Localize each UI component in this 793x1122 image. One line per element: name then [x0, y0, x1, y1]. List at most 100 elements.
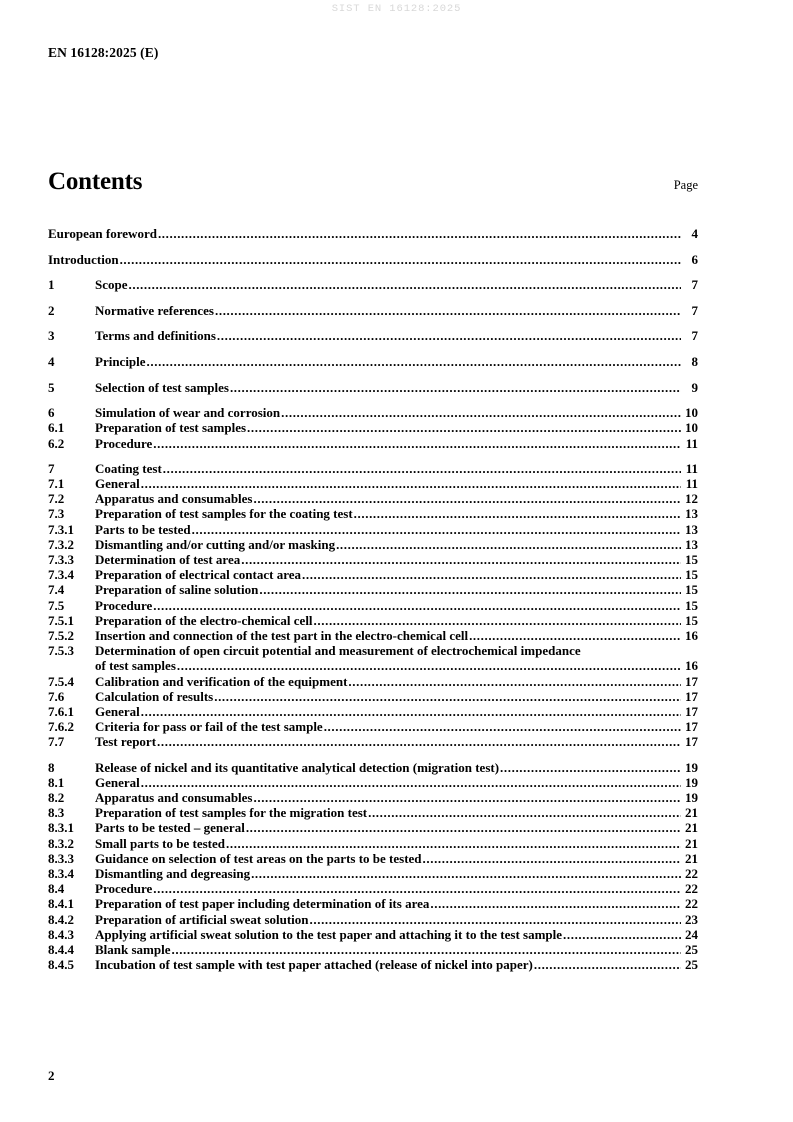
toc-entry[interactable]: 8.1 General..............................…	[48, 775, 698, 790]
toc-entry[interactable]: 8.4.5 Incubation of test sample with test…	[48, 957, 698, 972]
toc-entry-page: 17	[685, 734, 698, 750]
toc-entry[interactable]: 5 Selection of test samples .............…	[48, 380, 698, 395]
toc-entry[interactable]: 8.3.1 Parts to be tested – general ......…	[48, 820, 698, 835]
toc-dot-leader: ........................................…	[153, 881, 681, 897]
toc-entry[interactable]: European foreword.......................…	[48, 226, 698, 241]
toc-entry[interactable]: 8.4.4 Blank sample ......................…	[48, 942, 698, 957]
toc-entry-body: Procedure...............................…	[95, 881, 698, 896]
toc-entry-body: Release of nickel and its quantitative a…	[95, 760, 698, 775]
toc-entry-number: 8.4.3	[48, 926, 74, 942]
toc-entry-label: Principle	[95, 353, 146, 369]
toc-entry[interactable]: 7.7 Test report..........................…	[48, 734, 698, 749]
toc-entry-page: 22	[685, 866, 698, 882]
toc-entry-label: Incubation of test sample with test pape…	[95, 957, 533, 973]
toc-entry-number: 5	[48, 379, 55, 395]
toc-entry[interactable]: 7.5.2 Insertion and connection of the tes…	[48, 628, 698, 643]
toc-entry-label-text: of test samples	[95, 658, 176, 674]
toc-entry[interactable]: 7.5 Procedure............................…	[48, 598, 698, 613]
toc-entry-body: Dismantling and degreasing .............…	[95, 866, 698, 881]
toc-entry[interactable]: 7.6.2 Criteria for pass or fail of the te…	[48, 719, 698, 734]
toc-dot-leader: ........................................…	[348, 673, 681, 689]
toc-entry[interactable]: 8.4.2 Preparation of artificial sweat sol…	[48, 912, 698, 927]
toc-entry[interactable]: 8.2 Apparatus and consumables ...........…	[48, 790, 698, 805]
toc-dot-leader: ........................................…	[302, 567, 681, 583]
toc-entry[interactable]: 8.3.4 Dismantling and degreasing ........…	[48, 866, 698, 881]
toc-entry[interactable]: 7.3.3 Determination of test area.........…	[48, 552, 698, 567]
toc-entry-number: 8.4.1	[48, 896, 74, 912]
toc-entry[interactable]: 8.3 Preparation of test samples for the m…	[48, 805, 698, 820]
toc-entry-page: 19	[685, 790, 698, 806]
toc-entry-number: 6	[48, 405, 55, 421]
toc-entry-page: 10	[685, 420, 698, 436]
toc-entry[interactable]: 7.4 Preparation of saline solution.......…	[48, 582, 698, 597]
toc-entry-body: Introduction ...........................…	[48, 252, 698, 267]
toc-entry[interactable]: 7.1 General..............................…	[48, 476, 698, 491]
toc-entry-body: Preparation of saline solution..........…	[95, 582, 698, 597]
toc-entry-body: Preparation of test samples for the migr…	[95, 805, 698, 820]
toc-entry-label: Parts to be tested	[95, 521, 191, 537]
toc-entry-number: 7.3.1	[48, 521, 74, 537]
toc-dot-leader: ........................................…	[563, 926, 681, 942]
toc-dot-leader: ........................................…	[259, 582, 681, 598]
toc-entry-number: 8.1	[48, 774, 65, 790]
toc-entry[interactable]: 6 Simulation of wear and corrosion.......…	[48, 405, 698, 420]
toc-entry-number: 6.2	[48, 435, 65, 451]
toc-entry[interactable]: 4 Principle .............................…	[48, 354, 698, 369]
toc-entry[interactable]: 1 Scope..................................…	[48, 277, 698, 292]
toc-entry-page: 8	[691, 353, 699, 369]
toc-entry[interactable]: 7.5.3 Determination of open circuit poten…	[48, 643, 698, 673]
toc-entry[interactable]: 7.6 Calculation of results ..............…	[48, 689, 698, 704]
toc-entry-body: Coating test............................…	[95, 461, 698, 476]
toc-entry[interactable]: 8.3.3 Guidance on selection of test areas…	[48, 851, 698, 866]
toc-dot-leader: ........................................…	[146, 353, 681, 369]
toc-entry[interactable]: 7.3.4 Preparation of electrical contact a…	[48, 567, 698, 582]
toc-entry[interactable]: 7.5.4 Calibration and verification of the…	[48, 674, 698, 689]
toc-entry[interactable]: 7.3 Preparation of test samples for the c…	[48, 506, 698, 521]
toc-entry-number: 8	[48, 759, 55, 775]
toc-entry-number: 7.3.4	[48, 567, 74, 583]
toc-entry-label: European foreword	[48, 226, 157, 241]
toc-dot-leader: ........................................…	[336, 536, 681, 552]
toc-entry-label: Normative references	[95, 302, 214, 318]
toc-entry-label: Guidance on selection of test areas on t…	[95, 850, 422, 866]
toc-entry[interactable]: 8.4.3 Applying artificial sweat solution …	[48, 927, 698, 942]
toc-entry-label: Insertion and connection of the test par…	[95, 628, 469, 643]
toc-entry[interactable]: 7 Coating test...........................…	[48, 461, 698, 476]
toc-dot-leader: ........................................…	[226, 835, 681, 851]
toc-entry[interactable]: 3 Terms and definitions .................…	[48, 328, 698, 343]
toc-entry[interactable]: 7.5.1 Preparation of the electro-chemical…	[48, 613, 698, 628]
toc-entry[interactable]: 7.3.1 Parts to be tested.................…	[48, 522, 698, 537]
toc-dot-leader: ........................................…	[157, 226, 681, 241]
toc-entry[interactable]: 6.1 Preparation of test samples .........…	[48, 420, 698, 435]
toc-dot-leader: ........................................…	[245, 820, 681, 836]
toc-entry[interactable]: 8.4 Procedure............................…	[48, 881, 698, 896]
toc-entry[interactable]: 7.3.2 Dismantling and/or cutting and/or m…	[48, 537, 698, 552]
toc-entry-body: Preparation of the electro-chemical cell…	[95, 613, 698, 628]
toc-dot-leader: ........................................…	[313, 612, 681, 628]
toc-entry-page: 13	[685, 521, 698, 537]
toc-entry-number: 8.3.4	[48, 866, 74, 882]
toc-entry[interactable]: 8.4.1 Preparation of test paper including…	[48, 896, 698, 911]
toc-entry-label: Preparation of artificial sweat solution	[95, 911, 309, 927]
toc-entry[interactable]: 7.2 Apparatus and consumables ...........…	[48, 491, 698, 506]
footer-page-number: 2	[48, 1068, 55, 1083]
toc-entry[interactable]: 6.2 Procedure............................…	[48, 436, 698, 451]
toc-entry[interactable]: 8 Release of nickel and its quantitative …	[48, 760, 698, 775]
toc-entry-body: Preparation of test samples for the coat…	[95, 506, 698, 521]
toc-entry[interactable]: Introduction ...........................…	[48, 252, 698, 267]
toc-entry-number: 7.5	[48, 597, 65, 613]
toc-entry-number: 7.5.2	[48, 628, 74, 643]
toc-dot-leader: ........................................…	[281, 405, 681, 421]
toc-entry-body: Determination of test area..............…	[95, 552, 698, 567]
toc-entry-label: Preparation of test samples	[95, 420, 247, 436]
toc-entry-body: Incubation of test sample with test pape…	[95, 957, 698, 972]
toc-entry[interactable]: 2 Normative references...................…	[48, 303, 698, 318]
toc-entry-label: Calculation of results	[95, 688, 214, 704]
toc-entry-body: Apparatus and consumables ..............…	[95, 491, 698, 506]
toc-entry[interactable]: 8.3.2 Small parts to be tested...........…	[48, 836, 698, 851]
toc-entry-body: Simulation of wear and corrosion........…	[95, 405, 698, 420]
toc-entry-page: 9	[691, 379, 699, 395]
toc-dot-leader: ........................................…	[500, 759, 681, 775]
toc-entry-page: 11	[685, 435, 698, 451]
toc-entry[interactable]: 7.6.1 General............................…	[48, 704, 698, 719]
